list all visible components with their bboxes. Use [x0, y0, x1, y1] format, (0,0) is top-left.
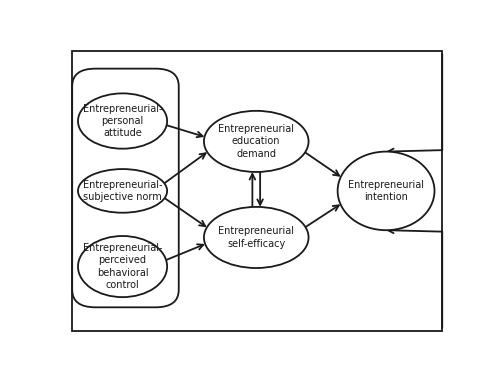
Ellipse shape [338, 152, 434, 230]
Text: Entrepreneurial-
subjective norm: Entrepreneurial- subjective norm [83, 180, 162, 202]
Ellipse shape [78, 93, 167, 149]
Ellipse shape [204, 207, 308, 268]
Ellipse shape [204, 111, 308, 172]
Text: Entrepreneurial
education
demand: Entrepreneurial education demand [218, 124, 294, 159]
Ellipse shape [78, 169, 167, 213]
Ellipse shape [78, 236, 167, 297]
Text: Entrepreneurial
intention: Entrepreneurial intention [348, 180, 424, 202]
Text: Entrepreneurial
self-efficacy: Entrepreneurial self-efficacy [218, 226, 294, 249]
Text: Entrepreneurial-
perceived
behavioral
control: Entrepreneurial- perceived behavioral co… [83, 243, 162, 290]
Text: Entrepreneurial-
personal
attitude: Entrepreneurial- personal attitude [83, 104, 162, 138]
